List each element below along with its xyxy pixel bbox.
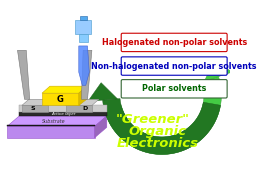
Text: Active layer: Active layer <box>51 112 75 116</box>
Text: Substrate: Substrate <box>42 119 66 124</box>
Text: Electronics: Electronics <box>117 137 199 150</box>
FancyBboxPatch shape <box>121 57 227 75</box>
Polygon shape <box>7 125 94 126</box>
Text: G: G <box>57 95 64 104</box>
Text: Organic: Organic <box>129 125 186 138</box>
Polygon shape <box>94 116 107 138</box>
Polygon shape <box>104 77 221 154</box>
Polygon shape <box>19 112 107 116</box>
Polygon shape <box>81 50 92 99</box>
Polygon shape <box>88 83 118 101</box>
Polygon shape <box>42 86 87 93</box>
FancyBboxPatch shape <box>121 33 227 52</box>
Polygon shape <box>22 105 48 112</box>
Text: Halogenated non-polar solvents: Halogenated non-polar solvents <box>102 38 247 47</box>
Polygon shape <box>103 99 221 154</box>
FancyBboxPatch shape <box>121 80 227 98</box>
Text: Non-halogenated non-polar solvents: Non-halogenated non-polar solvents <box>92 62 257 70</box>
Text: "Greener": "Greener" <box>116 113 190 126</box>
Polygon shape <box>7 116 107 126</box>
Polygon shape <box>7 126 94 138</box>
Polygon shape <box>66 105 92 112</box>
Polygon shape <box>79 46 89 85</box>
Polygon shape <box>75 20 91 34</box>
Polygon shape <box>79 34 88 42</box>
Polygon shape <box>204 62 233 81</box>
Text: Polar solvents: Polar solvents <box>142 84 206 93</box>
Polygon shape <box>19 105 107 112</box>
Polygon shape <box>80 16 87 20</box>
Polygon shape <box>42 93 79 105</box>
Text: S: S <box>30 106 35 111</box>
Polygon shape <box>22 99 55 105</box>
Polygon shape <box>79 86 87 105</box>
Text: D: D <box>82 106 88 111</box>
Polygon shape <box>18 50 30 99</box>
Polygon shape <box>66 99 99 105</box>
